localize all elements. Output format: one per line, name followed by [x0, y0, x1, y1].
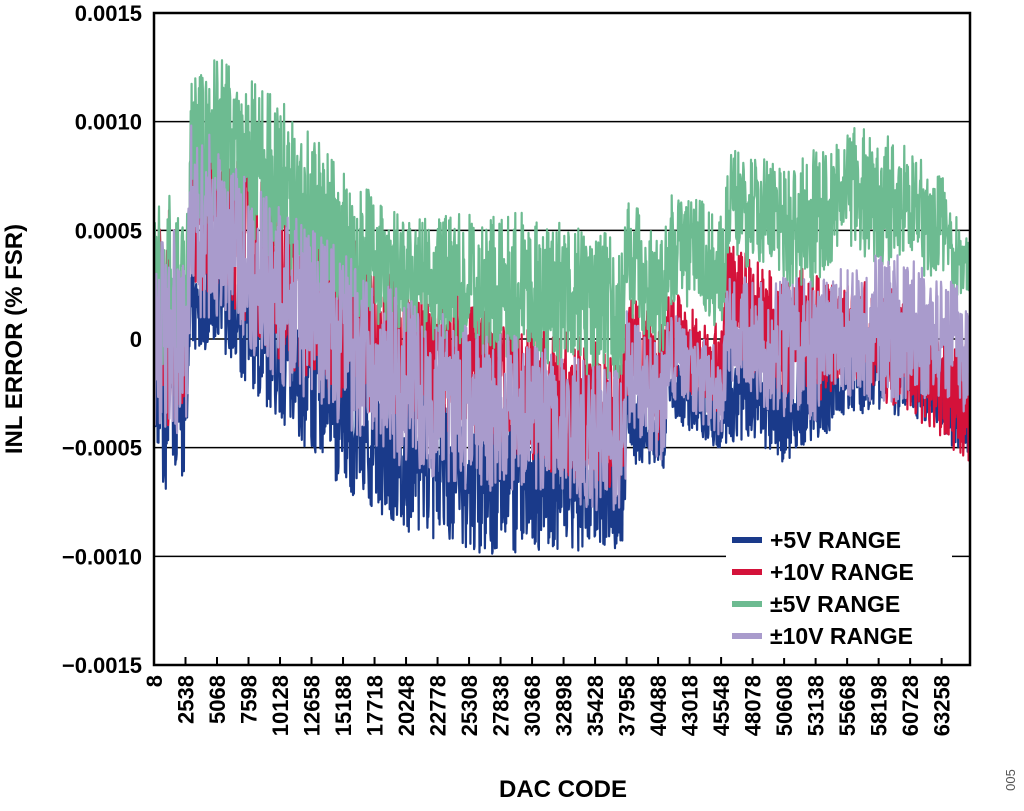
- legend-label: ±5V RANGE: [770, 591, 900, 617]
- legend-label: ±10V RANGE: [770, 623, 913, 649]
- x-tick-label: 40488: [646, 675, 671, 736]
- y-tick-label: 0.0010: [75, 110, 142, 135]
- x-tick-label: 45548: [709, 675, 734, 736]
- x-tick-label: 25308: [457, 675, 482, 736]
- x-tick-label: 35428: [583, 675, 608, 736]
- x-tick-label: 20248: [394, 675, 419, 736]
- x-tick-label: 12658: [300, 675, 325, 736]
- y-tick-label: −0.0010: [62, 544, 142, 569]
- y-axis-ticks: 0.0015 0.0010 0.0005 0 −0.0005 −0.0010 −0.0015: [62, 1, 142, 678]
- x-tick-label: 27838: [489, 675, 514, 736]
- x-tick-label: 32898: [552, 675, 577, 736]
- x-tick-label: 58198: [867, 675, 892, 736]
- figure-id: 005: [1003, 769, 1018, 791]
- x-tick-label: 5068: [205, 675, 230, 724]
- x-tick-label: 50608: [772, 675, 797, 736]
- x-tick-label: 30368: [520, 675, 545, 736]
- y-tick-label: 0.0015: [75, 1, 142, 26]
- legend-background: [726, 522, 952, 658]
- y-tick-label: −0.0015: [62, 653, 142, 678]
- x-tick-label: 37958: [615, 675, 640, 736]
- y-tick-label: 0: [130, 327, 142, 352]
- x-tick-label: 8: [142, 675, 167, 687]
- y-axis-title: INL ERROR (% FSR): [1, 224, 28, 454]
- x-tick-label: 10128: [268, 675, 293, 736]
- series-line: [154, 124, 970, 512]
- x-tick-label: 63258: [930, 675, 955, 736]
- legend-label: +10V RANGE: [770, 559, 914, 585]
- x-tick-label: 22778: [426, 675, 451, 736]
- x-tick-label: 55668: [835, 675, 860, 736]
- plot-frame: [152, 11, 972, 667]
- x-tick-label: 48078: [741, 675, 766, 736]
- x-tick-label: 7598: [237, 675, 262, 724]
- x-tick-label: 53138: [804, 675, 829, 736]
- x-tick-label: 2538: [174, 675, 199, 724]
- legend: +5V RANGE +10V RANGE ±5V RANGE ±10V RANGE: [726, 522, 952, 658]
- x-axis-ticks: 8 2538 5068 7598 10128 12658 15188 17718 20248 22…: [142, 657, 955, 736]
- x-tick-label: 17718: [363, 675, 388, 736]
- x-tick-label: 43018: [678, 675, 703, 736]
- y-tick-label: −0.0005: [62, 436, 142, 461]
- series-line: [154, 59, 970, 380]
- series-layer: [154, 59, 970, 555]
- x-tick-label: 60728: [898, 675, 923, 736]
- y-tick-label: 0.0005: [75, 218, 142, 243]
- x-axis-title: DAC CODE: [499, 776, 627, 803]
- legend-label: +5V RANGE: [770, 527, 901, 553]
- x-tick-label: 15188: [331, 675, 356, 736]
